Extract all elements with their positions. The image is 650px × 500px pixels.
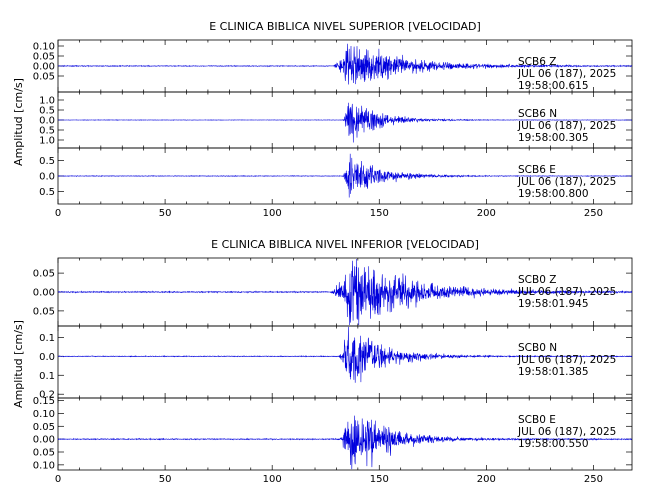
y-tick-label: 1.0 bbox=[39, 136, 55, 147]
y-axis-label: Amplitud [cm/s] bbox=[12, 78, 25, 166]
y-tick-label: 0.5 bbox=[39, 126, 55, 137]
y-tick-label: 0.0 bbox=[39, 116, 55, 127]
x-tick-label: 250 bbox=[584, 474, 603, 485]
channel-label: SCB6 N bbox=[518, 108, 557, 120]
date-label: JUL 06 (187), 2025 bbox=[517, 68, 616, 80]
y-tick-label: 0.1 bbox=[39, 333, 55, 344]
y-axis-label: Amplitud [cm/s] bbox=[12, 320, 25, 408]
chart-title: E CLINICA BIBLICA NIVEL INFERIOR [VELOCI… bbox=[211, 238, 479, 251]
time-label: 19:58:00.550 bbox=[518, 438, 589, 450]
y-tick-label: 0.10 bbox=[33, 42, 55, 53]
date-label: JUL 06 (187), 2025 bbox=[517, 120, 616, 132]
y-tick-label: 0.00 bbox=[33, 62, 55, 73]
waveform-trace bbox=[57, 326, 633, 383]
panel-frame bbox=[57, 397, 633, 471]
x-tick-label: 50 bbox=[159, 474, 172, 485]
x-tick-label: 200 bbox=[477, 474, 496, 485]
date-label: JUL 06 (187), 2025 bbox=[517, 176, 616, 188]
date-label: JUL 06 (187), 2025 bbox=[517, 354, 616, 366]
x-tick-label: 250 bbox=[584, 208, 603, 219]
date-label: JUL 06 (187), 2025 bbox=[517, 426, 616, 438]
chart-title: E CLINICA BIBLICA NIVEL SUPERIOR [VELOCI… bbox=[209, 20, 481, 33]
time-label: 19:58:01.945 bbox=[518, 298, 589, 310]
time-label: 19:58:00.800 bbox=[518, 188, 589, 200]
waveform-trace bbox=[57, 258, 633, 326]
channel-label: SCB0 N bbox=[518, 342, 557, 354]
x-tick-label: 100 bbox=[263, 474, 282, 485]
time-label: 19:58:00.305 bbox=[518, 132, 589, 144]
y-tick-label: 0.05 bbox=[33, 269, 55, 280]
channel-label: SCB6 E bbox=[518, 164, 556, 176]
x-tick-label: 150 bbox=[370, 474, 389, 485]
y-tick-label: 0.5 bbox=[39, 187, 55, 198]
x-tick-label: 100 bbox=[263, 208, 282, 219]
x-tick-label: 150 bbox=[370, 208, 389, 219]
y-tick-label: 0.1 bbox=[39, 371, 55, 382]
channel-label: SCB0 Z bbox=[518, 274, 556, 286]
y-tick-label: 0.05 bbox=[33, 52, 55, 63]
y-tick-label: 0.0 bbox=[39, 352, 55, 363]
x-tick-label: 0 bbox=[55, 208, 61, 219]
y-tick-label: 0.05 bbox=[33, 422, 55, 433]
y-tick-label: 0.05 bbox=[33, 306, 55, 317]
date-label: JUL 06 (187), 2025 bbox=[517, 286, 616, 298]
x-tick-label: 200 bbox=[477, 208, 496, 219]
waveform-trace bbox=[58, 102, 633, 143]
y-tick-label: 0.00 bbox=[33, 288, 55, 299]
y-tick-label: 0.5 bbox=[39, 156, 55, 167]
y-tick-label: 0.10 bbox=[33, 409, 55, 420]
x-tick-label: 50 bbox=[159, 208, 172, 219]
y-tick-label: 0.05 bbox=[33, 448, 55, 459]
y-tick-label: 1.0 bbox=[39, 96, 55, 107]
y-tick-label: 0.5 bbox=[39, 106, 55, 117]
y-tick-label: 0.0 bbox=[39, 172, 55, 183]
channel-label: SCB6 Z bbox=[518, 56, 556, 68]
y-tick-label: 0.10 bbox=[33, 460, 55, 471]
y-tick-label: 0.15 bbox=[33, 396, 55, 407]
waveform-trace bbox=[57, 153, 633, 198]
y-tick-label: 0.05 bbox=[33, 72, 55, 83]
x-tick-label: 0 bbox=[55, 474, 61, 485]
y-tick-label: 0.00 bbox=[33, 435, 55, 446]
waveform-trace bbox=[57, 415, 633, 470]
y-tick-label: 0.2 bbox=[39, 390, 55, 401]
channel-label: SCB0 E bbox=[518, 414, 556, 426]
time-label: 19:58:00.615 bbox=[518, 80, 589, 92]
time-label: 19:58:01.385 bbox=[518, 366, 589, 378]
waveform-trace bbox=[57, 43, 633, 85]
